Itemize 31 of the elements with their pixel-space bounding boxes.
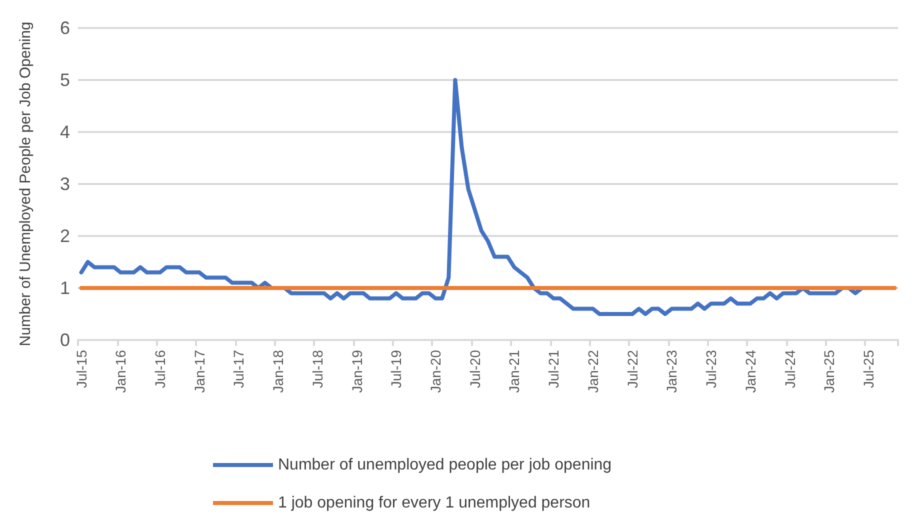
x-tick-label: Jan-23 (664, 350, 680, 393)
x-tick-label: Jul-15 (73, 350, 90, 388)
x-tick-label: Jul-17 (230, 350, 247, 388)
x-tick-label: Jan-25 (821, 350, 838, 393)
x-tick-label: Jan-20 (428, 350, 444, 393)
legend-label: 1 job opening for every 1 unemplyed person (278, 494, 590, 512)
x-tick-label: Jul-21 (546, 350, 562, 388)
x-tick-label: Jul-25 (860, 350, 876, 388)
x-tick-label: Jul-16 (152, 350, 168, 388)
x-tick-label: Jan-18 (270, 350, 286, 393)
x-tick-label: Jul-20 (466, 350, 483, 388)
y-tick-label: 1 (60, 278, 70, 298)
x-tick-label: Jan-21 (506, 350, 522, 393)
y-tick-label: 4 (60, 122, 70, 142)
x-tick-label: Jan-19 (348, 350, 365, 393)
y-tick-label: 3 (60, 174, 70, 194)
y-tick-label: 0 (60, 330, 70, 350)
x-tick-label: Jul-22 (624, 350, 640, 388)
y-axis-title: Number of Unemployed People per Job Opening (17, 22, 34, 346)
y-tick-label: 5 (60, 70, 70, 90)
y-tick-label: 2 (60, 226, 70, 246)
x-tick-label: Jul-24 (782, 350, 798, 388)
x-tick-label: Jul-23 (703, 350, 720, 388)
legend-label: Number of unemployed people per job opening (278, 456, 612, 474)
x-tick-label: Jan-24 (742, 350, 758, 393)
x-tick-label: Jul-18 (309, 350, 326, 388)
y-tick-label: 6 (60, 18, 70, 38)
x-tick-label: Jul-19 (388, 350, 404, 388)
x-tick-label: Jan-22 (584, 350, 601, 393)
x-tick-label: Jan-17 (191, 350, 208, 393)
x-tick-label: Jan-16 (112, 350, 129, 393)
